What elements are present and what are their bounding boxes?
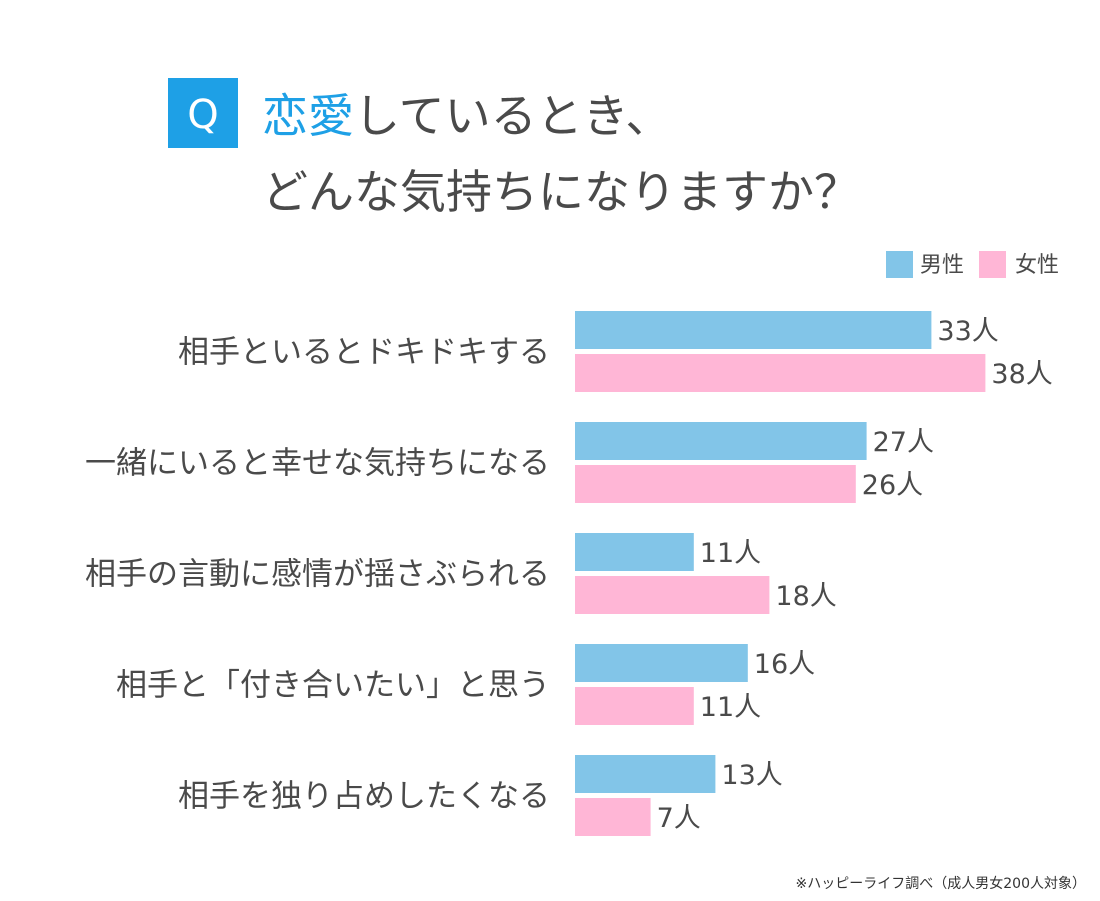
q-badge-label: Q xyxy=(187,92,218,138)
bar-male xyxy=(575,755,716,793)
bar-female xyxy=(575,687,694,725)
footnote: ※ハッピーライフ調べ（成人男女200人対象） xyxy=(796,875,1086,892)
bar-female xyxy=(575,465,856,503)
title-accent: 恋愛 xyxy=(262,89,354,143)
bar-male xyxy=(575,644,748,682)
data-label: 7人 xyxy=(657,803,701,834)
page-title-line1: 恋愛しているとき、 xyxy=(262,89,671,143)
category-label: 相手を独り占めしたくなる xyxy=(178,779,550,815)
title-line1-rest: しているとき、 xyxy=(354,89,671,143)
category-label: 相手の言動に感情が揺さぶられる xyxy=(85,557,550,593)
bar-female xyxy=(575,354,986,392)
data-label: 26人 xyxy=(862,470,923,501)
data-label: 11人 xyxy=(700,692,761,723)
page-title-line2: どんな気持ちになりますか？ xyxy=(262,165,860,219)
category-label: 相手と「付き合いたい」と思う xyxy=(116,668,550,704)
legend-label-male: 男性 xyxy=(920,253,964,278)
data-label: 11人 xyxy=(700,538,761,569)
data-label: 33人 xyxy=(937,316,998,347)
bar-male xyxy=(575,533,694,571)
bar-female xyxy=(575,576,770,614)
legend: 男性 女性 xyxy=(886,251,1059,278)
bar-male xyxy=(575,311,932,349)
data-label: 38人 xyxy=(991,359,1052,390)
legend-swatch-female xyxy=(979,251,1006,278)
legend-label-female: 女性 xyxy=(1015,253,1059,278)
data-label: 18人 xyxy=(775,581,836,612)
data-label: 16人 xyxy=(754,649,815,680)
question-header: Q 恋愛しているとき、 どんな気持ちになりますか？ xyxy=(168,78,860,219)
category-label: 一緒にいると幸せな気持ちになる xyxy=(85,446,550,482)
legend-swatch-male xyxy=(886,251,913,278)
q-badge xyxy=(168,78,238,148)
bar-female xyxy=(575,798,651,836)
data-label: 27人 xyxy=(873,427,934,458)
category-label: 相手といるとドキドキする xyxy=(178,335,550,371)
data-label: 13人 xyxy=(721,760,782,791)
bar-male xyxy=(575,422,867,460)
